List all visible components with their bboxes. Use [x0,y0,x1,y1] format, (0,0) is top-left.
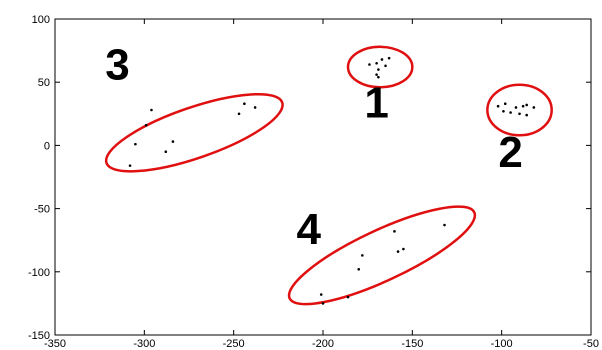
x-tick-label: -50 [583,338,599,350]
y-tick-label: 50 [38,77,50,89]
cluster-labels: 1 2 3 4 [105,41,523,254]
axis-ticks: -350 -300 -250 -200 -150 -100 -50 100 50 0 -50 -100… [28,14,599,350]
data-point [346,295,350,299]
data-point [380,58,384,61]
cluster-label-1: 1 [364,79,388,128]
data-point [509,111,512,114]
data-point [514,106,518,109]
y-tick-label: 100 [32,14,50,26]
cluster-ellipse-2 [486,83,553,137]
data-point [393,230,396,233]
data-point [243,102,246,105]
cluster-ellipses [104,45,553,306]
data-point [496,104,500,108]
x-tick-label: -350 [44,338,66,350]
data-point [396,250,400,253]
data-point [368,63,371,66]
data-point [443,223,446,227]
data-point [402,247,405,251]
data-point [319,293,323,296]
data-point [387,56,391,60]
data-point [321,302,325,305]
cluster-ellipse-4 [287,205,477,306]
cluster-label-4: 4 [296,205,321,254]
data-point [518,112,521,116]
data-point [144,123,148,127]
x-tick-label: -300 [133,338,155,350]
data-point [521,104,525,108]
data-point [361,254,364,257]
data-point [525,103,528,107]
x-tick-label: -150 [401,338,423,350]
data-point [532,106,536,109]
data-point [128,164,132,167]
data-point [375,61,378,65]
data-point [253,106,257,109]
data-points [128,56,536,305]
data-point [164,150,168,154]
y-tick-label: -50 [34,204,50,216]
data-point [357,267,361,271]
data-point [375,73,378,76]
data-point [237,112,241,116]
data-point [525,113,528,117]
data-point [384,64,387,68]
cluster-label-2: 2 [498,128,522,177]
x-tick-label: -100 [491,338,513,350]
cluster-label-3: 3 [105,41,129,90]
data-point [503,102,507,105]
data-point [150,108,153,112]
plot-area-frame [54,18,592,336]
data-point [171,140,175,143]
cluster-ellipse-3 [104,92,284,173]
cluster-ellipse-1 [346,45,414,89]
data-point [377,68,380,71]
y-tick-label: 0 [44,140,50,152]
y-tick-label: -150 [28,330,50,342]
data-point [502,109,505,113]
y-tick-label: -100 [28,267,50,279]
data-point [134,142,137,146]
x-tick-label: -250 [223,338,245,350]
data-point [377,75,380,79]
x-tick-label: -200 [312,338,334,350]
